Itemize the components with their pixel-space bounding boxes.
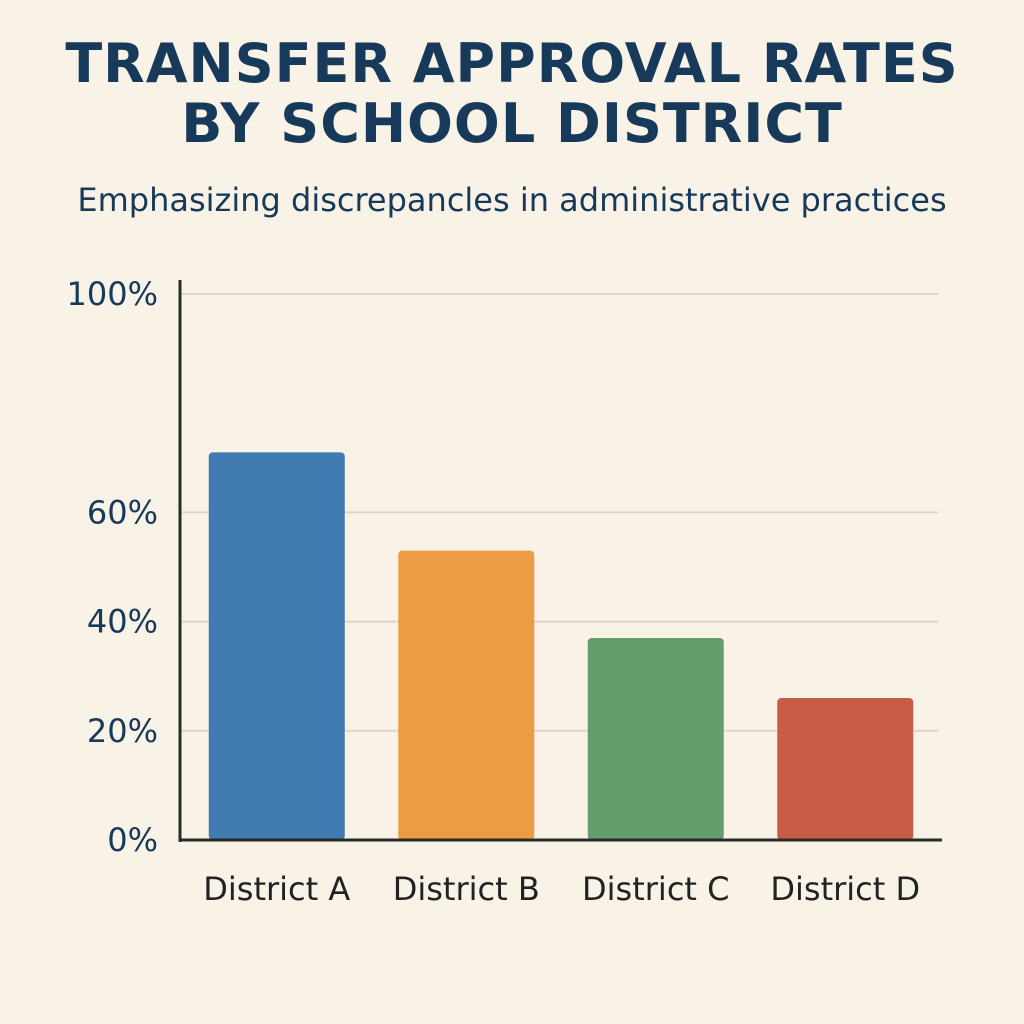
y-tick-label: 20% [87,712,158,750]
x-tick-label: District A [203,870,350,908]
x-tick-label: District C [582,870,729,908]
y-tick-label: 0% [107,821,158,859]
y-tick-label: 100% [67,275,158,313]
bar-district-d [777,698,914,840]
bar-district-a [208,452,345,840]
x-tick-label: District B [393,870,540,908]
y-tick-label: 60% [87,493,158,531]
chart-title-line-2: BY SCHOOL DISTRICT [181,92,843,155]
axes [178,280,942,842]
chart-subtitle: Emphasizing discrepancles in administrat… [77,181,947,219]
x-tick-label: District D [770,870,920,908]
chart-title: TRANSFER APPROVAL RATES BY SCHOOL DISTRI… [0,34,1024,154]
bar-district-b [398,550,535,840]
bars [208,452,914,840]
y-tick-labels: 0% 20% 40% 60% 100% [67,275,158,859]
bar-district-c [587,637,724,840]
chart-title-line-1: TRANSFER APPROVAL RATES [65,32,959,95]
x-tick-labels: District A District B District C District D [203,870,920,908]
y-tick-label: 40% [87,603,158,641]
